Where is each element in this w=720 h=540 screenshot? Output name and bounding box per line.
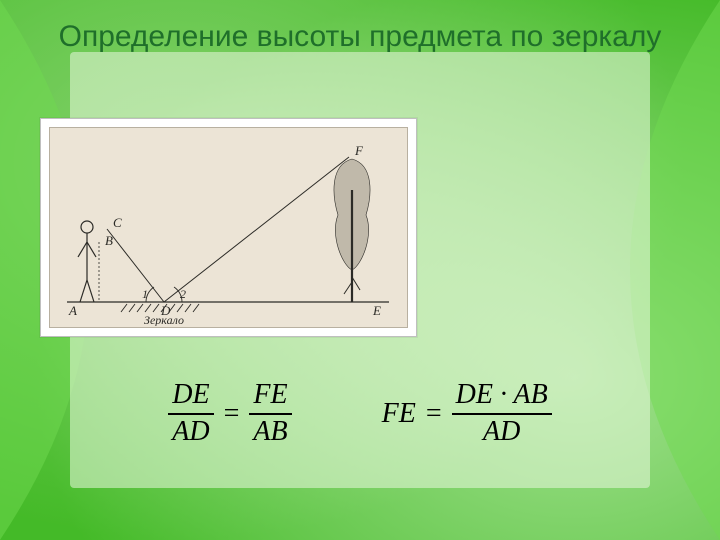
f2-rhs-num: DE · AB — [452, 380, 552, 411]
f1-rhs-den: AB — [249, 417, 291, 448]
svg-text:D: D — [160, 303, 171, 318]
svg-text:F: F — [354, 143, 364, 158]
formula-proportion: DE AD = FE AB — [168, 380, 291, 448]
svg-text:C: C — [113, 215, 122, 230]
f1-lhs-num: DE — [168, 380, 213, 411]
slide-title: Определение высоты предмета по зеркалу — [0, 18, 720, 56]
f2-rhs-den: AD — [479, 417, 524, 448]
f2-lhs: FE — [382, 398, 416, 430]
f1-rhs-num: FE — [249, 380, 291, 411]
svg-text:B: B — [105, 233, 113, 248]
equals-1: = — [224, 398, 240, 430]
svg-text:E: E — [372, 303, 381, 318]
svg-text:2: 2 — [180, 287, 186, 301]
equals-2: = — [426, 398, 442, 430]
diagram: Зеркало12ABCDEF — [49, 127, 408, 328]
formula-solution: FE = DE · AB AD — [382, 380, 552, 448]
svg-text:1: 1 — [142, 287, 148, 301]
formulas: DE AD = FE AB FE = DE · AB AD — [0, 380, 720, 448]
diagram-frame: Зеркало12ABCDEF — [40, 118, 417, 337]
svg-text:A: A — [68, 303, 77, 318]
f1-lhs-den: AD — [168, 417, 213, 448]
slide: Определение высоты предмета по зеркалу З… — [0, 0, 720, 540]
